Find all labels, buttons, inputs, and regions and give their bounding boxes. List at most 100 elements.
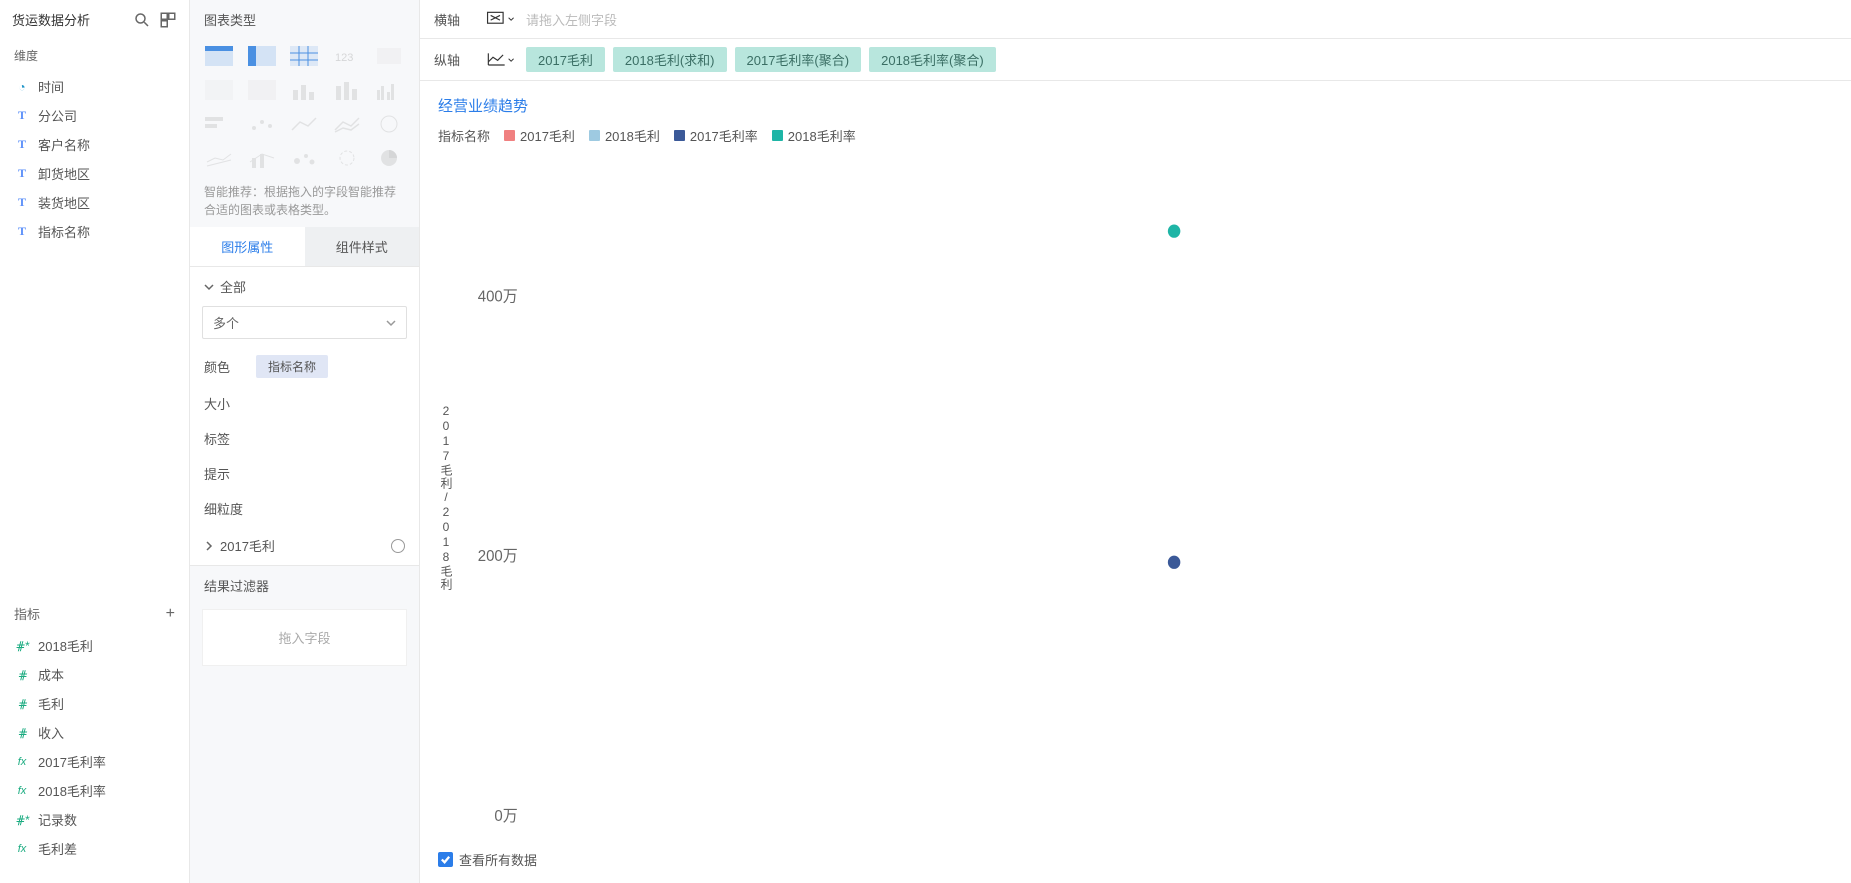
- dimensions-heading: 维度: [0, 39, 189, 72]
- graphic-attrs-body: 全部 多个 颜色 指标名称 大小 标签 提示 细粒度 2017毛利: [190, 267, 419, 565]
- metric-item[interactable]: fx毛利差: [0, 834, 189, 863]
- main-canvas: 横轴 请拖入左侧字段 纵轴 2017毛利 2018毛利(求和) 2017毛利率(…: [420, 0, 1851, 883]
- chart-type-area[interactable]: [330, 111, 364, 137]
- x-axis-type-icon[interactable]: [486, 8, 514, 30]
- metric-item[interactable]: ⋕*记录数: [0, 805, 189, 834]
- series-marker-icon: [391, 539, 405, 553]
- svg-text:200万: 200万: [478, 548, 518, 565]
- metric-item[interactable]: ⋕收入: [0, 718, 189, 747]
- chart-type-gauge[interactable]: [330, 145, 364, 171]
- chart-type-combo[interactable]: [245, 145, 279, 171]
- chart-type-pivot[interactable]: [202, 77, 236, 103]
- tab-graphic-attrs[interactable]: 图形属性: [190, 227, 305, 266]
- chart-type-grid: 123: [190, 39, 419, 175]
- series-sub-row[interactable]: 2017毛利: [190, 526, 419, 565]
- metric-item[interactable]: fx2018毛利率: [0, 776, 189, 805]
- chart-type-bar-vert[interactable]: [287, 77, 321, 103]
- metric-item[interactable]: ⋕成本: [0, 660, 189, 689]
- config-tabs: 图形属性 组件样式: [190, 227, 419, 267]
- chart-area: 经营业绩趋势 指标名称 2017毛利 2018毛利 2017毛利率 2018毛利…: [420, 81, 1851, 883]
- chart-type-table2[interactable]: [245, 43, 279, 69]
- chart-plot[interactable]: 0万 200万 400万: [459, 153, 1833, 842]
- legend-swatch: [674, 130, 685, 141]
- legend-item[interactable]: 2018毛利: [589, 126, 660, 145]
- number-icon: ⋕*: [14, 813, 30, 827]
- series-select[interactable]: 多个: [202, 306, 407, 339]
- chart-title: 经营业绩趋势: [438, 95, 1833, 116]
- layout-icon[interactable]: [159, 11, 177, 29]
- dimension-item[interactable]: T分公司: [0, 101, 189, 130]
- app-root: 货运数据分析 维度 ◔时间 T分公司 T客户名称 T卸货地区 T装货地区 T指标…: [0, 0, 1851, 883]
- text-icon: T: [14, 166, 30, 181]
- dimension-item[interactable]: T卸货地区: [0, 159, 189, 188]
- x-axis-shelf[interactable]: 横轴 请拖入左侧字段: [420, 0, 1851, 39]
- dimensions-list: ◔时间 T分公司 T客户名称 T卸货地区 T装货地区 T指标名称: [0, 72, 189, 246]
- chevron-down-icon: [508, 14, 514, 24]
- tab-component-style[interactable]: 组件样式: [305, 227, 420, 266]
- svg-text:0万: 0万: [494, 807, 517, 824]
- attr-color-row[interactable]: 颜色 指标名称: [190, 347, 419, 386]
- y-axis-shelf[interactable]: 纵轴 2017毛利 2018毛利(求和) 2017毛利率(聚合) 2018毛利率…: [420, 39, 1851, 81]
- attr-size-row[interactable]: 大小: [190, 386, 419, 421]
- axis-pill[interactable]: 2017毛利: [526, 47, 605, 72]
- legend-swatch: [589, 130, 600, 141]
- view-all-data-row[interactable]: 查看所有数据: [438, 842, 1833, 869]
- color-field-pill[interactable]: 指标名称: [256, 355, 328, 378]
- number-icon: ⋕: [14, 668, 30, 682]
- search-icon[interactable]: [133, 11, 151, 29]
- fields-sidebar: 货运数据分析 维度 ◔时间 T分公司 T客户名称 T卸货地区 T装货地区 T指标…: [0, 0, 190, 883]
- chart-type-hint: 智能推荐：根据拖入的字段智能推荐合适的图表或表格类型。: [190, 175, 419, 227]
- number-icon: ⋕*: [14, 639, 30, 653]
- formula-icon: fx: [14, 785, 30, 797]
- chart-legend: 指标名称 2017毛利 2018毛利 2017毛利率 2018毛利率: [438, 126, 1833, 145]
- dimension-item[interactable]: ◔时间: [0, 72, 189, 101]
- add-metric-icon[interactable]: +: [166, 605, 175, 623]
- view-all-checkbox[interactable]: [438, 852, 453, 867]
- legend-item[interactable]: 2017毛利: [504, 126, 575, 145]
- svg-text:400万: 400万: [478, 288, 518, 305]
- chart-type-scatter[interactable]: [245, 111, 279, 137]
- chart-type-card[interactable]: [372, 43, 406, 69]
- chart-type-kpi[interactable]: 123: [330, 43, 364, 69]
- metrics-heading-row: 指标 +: [0, 596, 189, 631]
- chevron-down-icon: [508, 55, 514, 65]
- x-axis-dropzone[interactable]: 请拖入左侧字段: [526, 10, 1837, 29]
- chart-type-bar-group[interactable]: [372, 77, 406, 103]
- config-panel: 图表类型 123 智能推荐：根据拖入的: [190, 0, 420, 883]
- metrics-heading: 指标: [14, 604, 40, 623]
- chart-type-table3[interactable]: [287, 43, 321, 69]
- legend-item[interactable]: 2017毛利率: [674, 126, 758, 145]
- axis-pill[interactable]: 2018毛利(求和): [613, 47, 727, 72]
- y-axis-pills: 2017毛利 2018毛利(求和) 2017毛利率(聚合) 2018毛利率(聚合…: [526, 47, 1837, 72]
- dimension-item[interactable]: T装货地区: [0, 188, 189, 217]
- dimension-item[interactable]: T指标名称: [0, 217, 189, 246]
- attr-tooltip-row[interactable]: 提示: [190, 456, 419, 491]
- chart-type-bar-horiz[interactable]: [202, 111, 236, 137]
- axis-pill[interactable]: 2018毛利率(聚合): [869, 47, 996, 72]
- expand-all-row[interactable]: 全部: [190, 267, 419, 306]
- formula-icon: fx: [14, 843, 30, 855]
- chart-type-table1[interactable]: [202, 43, 236, 69]
- axis-pill[interactable]: 2017毛利率(聚合): [735, 47, 862, 72]
- chart-type-bar-stacked[interactable]: [330, 77, 364, 103]
- chart-type-heatmap[interactable]: [245, 77, 279, 103]
- chart-type-line[interactable]: [287, 111, 321, 137]
- attr-granularity-row[interactable]: 细粒度: [190, 491, 419, 526]
- attr-label-row[interactable]: 标签: [190, 421, 419, 456]
- chart-type-radar[interactable]: [372, 111, 406, 137]
- text-icon: T: [14, 108, 30, 123]
- chart-type-pie[interactable]: [372, 145, 406, 171]
- filter-dropzone[interactable]: 拖入字段: [202, 609, 407, 666]
- chart-type-heading: 图表类型: [190, 0, 419, 39]
- dataset-title: 货运数据分析: [12, 10, 125, 29]
- plot-wrap: 2017毛利/2018毛利 0万200万400万: [438, 153, 1833, 842]
- dimension-item[interactable]: T客户名称: [0, 130, 189, 159]
- metric-item[interactable]: fx2017毛利率: [0, 747, 189, 776]
- chevron-down-icon: [386, 318, 396, 328]
- metric-item[interactable]: ⋕*2018毛利: [0, 631, 189, 660]
- y-axis-type-icon[interactable]: [486, 49, 514, 71]
- metric-item[interactable]: ⋕毛利: [0, 689, 189, 718]
- legend-item[interactable]: 2018毛利率: [772, 126, 856, 145]
- chart-type-bubble[interactable]: [287, 145, 321, 171]
- chart-type-multiline[interactable]: [202, 145, 236, 171]
